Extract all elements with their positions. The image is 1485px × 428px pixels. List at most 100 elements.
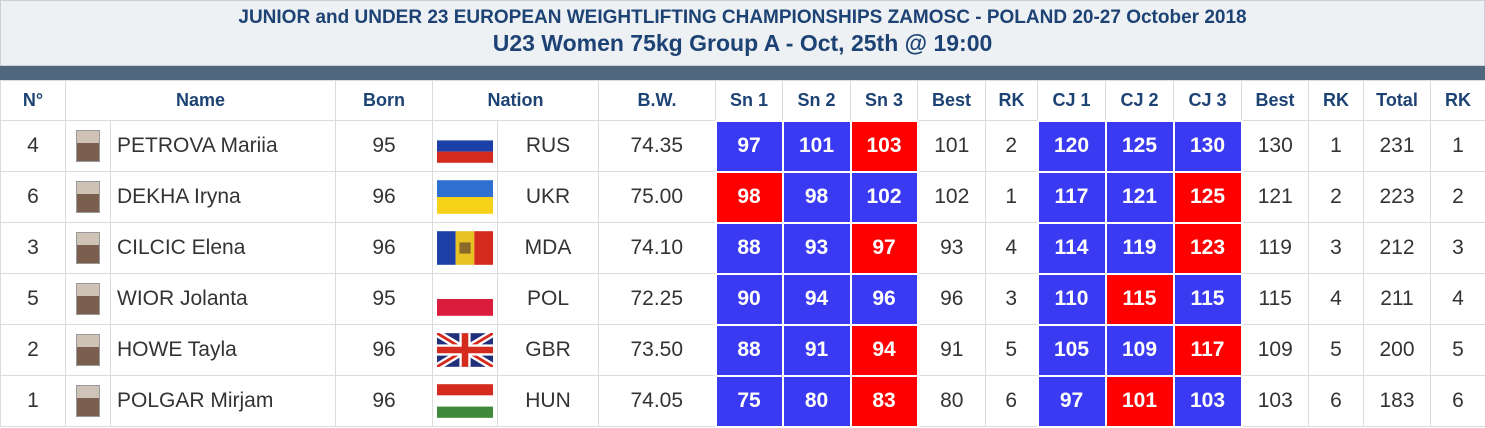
column-header: Nation [433, 81, 599, 121]
attempt: 121 [1106, 172, 1174, 223]
cj-rank: 1 [1309, 121, 1364, 172]
born: 96 [336, 376, 433, 427]
born: 95 [336, 274, 433, 325]
cj-rank: 6 [1309, 376, 1364, 427]
attempt: 94 [851, 325, 918, 376]
snatch-best: 93 [918, 223, 986, 274]
attempt: 115 [1106, 274, 1174, 325]
attempt: 98 [716, 172, 783, 223]
flag-cell [433, 325, 498, 376]
nation: RUS [498, 121, 599, 172]
flag [437, 231, 493, 265]
cj-best: 119 [1242, 223, 1309, 274]
snatch-best: 80 [918, 376, 986, 427]
snatch-rank: 6 [986, 376, 1038, 427]
attempt: 80 [783, 376, 851, 427]
attempt: 101 [1106, 376, 1174, 427]
flag-cell [433, 376, 498, 427]
total-rank: 4 [1431, 274, 1485, 325]
photo-cell [66, 172, 111, 223]
flag [437, 129, 493, 163]
snatch-best: 102 [918, 172, 986, 223]
total-rank: 2 [1431, 172, 1485, 223]
total: 200 [1364, 325, 1431, 376]
attempt: 90 [716, 274, 783, 325]
column-header: Total [1364, 81, 1431, 121]
attempt: 88 [716, 223, 783, 274]
column-header: Sn 2 [783, 81, 851, 121]
snatch-best: 96 [918, 274, 986, 325]
total: 183 [1364, 376, 1431, 427]
born: 96 [336, 223, 433, 274]
athlete-name: DEKHA Iryna [111, 172, 336, 223]
flag-cell [433, 121, 498, 172]
start-number: 2 [1, 325, 66, 376]
attempt: 103 [1174, 376, 1242, 427]
athlete-photo [76, 385, 100, 417]
start-number: 4 [1, 121, 66, 172]
column-header: Sn 3 [851, 81, 918, 121]
column-header: RK [1431, 81, 1485, 121]
athlete-photo [76, 130, 100, 162]
attempt: 91 [783, 325, 851, 376]
cj-best: 121 [1242, 172, 1309, 223]
attempt: 93 [783, 223, 851, 274]
attempt: 75 [716, 376, 783, 427]
column-header: CJ 1 [1038, 81, 1106, 121]
cj-rank: 4 [1309, 274, 1364, 325]
snatch-rank: 4 [986, 223, 1038, 274]
attempt: 123 [1174, 223, 1242, 274]
attempt: 109 [1106, 325, 1174, 376]
attempt: 97 [851, 223, 918, 274]
column-header: Name [66, 81, 336, 121]
attempt: 96 [851, 274, 918, 325]
total: 231 [1364, 121, 1431, 172]
born: 96 [336, 325, 433, 376]
column-header: CJ 3 [1174, 81, 1242, 121]
attempt: 115 [1174, 274, 1242, 325]
separator [0, 66, 1485, 80]
athlete-name: POLGAR Mirjam [111, 376, 336, 427]
body-weight: 74.35 [599, 121, 716, 172]
athlete-photo [76, 232, 100, 264]
athlete-photo [76, 283, 100, 315]
cj-best: 130 [1242, 121, 1309, 172]
cj-best: 115 [1242, 274, 1309, 325]
cj-rank: 2 [1309, 172, 1364, 223]
snatch-rank: 1 [986, 172, 1038, 223]
nation: POL [498, 274, 599, 325]
column-header: Sn 1 [716, 81, 783, 121]
attempt: 94 [783, 274, 851, 325]
attempt: 117 [1174, 325, 1242, 376]
attempt: 119 [1106, 223, 1174, 274]
start-number: 6 [1, 172, 66, 223]
body-weight: 73.50 [599, 325, 716, 376]
flag [437, 384, 493, 418]
attempt: 97 [1038, 376, 1106, 427]
photo-cell [66, 376, 111, 427]
snatch-best: 101 [918, 121, 986, 172]
body-weight: 74.05 [599, 376, 716, 427]
cj-best: 103 [1242, 376, 1309, 427]
header: JUNIOR and UNDER 23 EUROPEAN WEIGHTLIFTI… [0, 0, 1485, 66]
column-header: Best [918, 81, 986, 121]
nation: UKR [498, 172, 599, 223]
attempt: 98 [783, 172, 851, 223]
attempt: 97 [716, 121, 783, 172]
attempt: 110 [1038, 274, 1106, 325]
born: 95 [336, 121, 433, 172]
nation: HUN [498, 376, 599, 427]
athlete-name: HOWE Tayla [111, 325, 336, 376]
nation: GBR [498, 325, 599, 376]
flag [437, 282, 493, 316]
attempt: 88 [716, 325, 783, 376]
photo-cell [66, 223, 111, 274]
title: JUNIOR and UNDER 23 EUROPEAN WEIGHTLIFTI… [1, 1, 1484, 27]
athlete-photo [76, 334, 100, 366]
body-weight: 75.00 [599, 172, 716, 223]
attempt: 117 [1038, 172, 1106, 223]
